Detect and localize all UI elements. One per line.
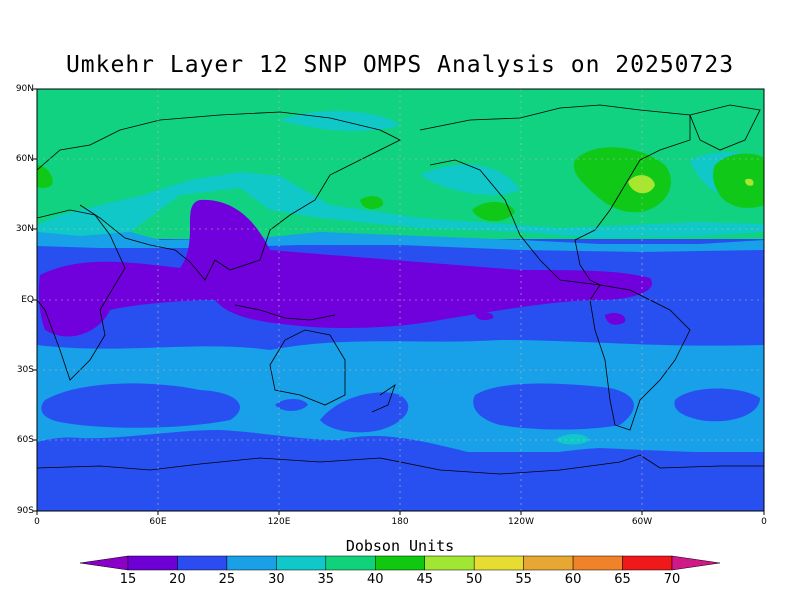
coast-eurasia — [37, 111, 401, 281]
colorbar-tick-label: 50 — [465, 572, 483, 587]
colorbar-tick-label: 40 — [366, 572, 384, 587]
colorbar-tick-label: 45 — [416, 572, 433, 587]
colorbar-tick-label: 20 — [169, 572, 186, 587]
colorbar-high-arrow — [671, 555, 721, 571]
lat-label-eq: EQ — [21, 295, 34, 305]
colorbar-swatch — [622, 555, 673, 571]
colorbar-tick-label: 70 — [663, 572, 681, 587]
colorbar-tick-label: 60 — [564, 572, 582, 587]
coast-south-america — [589, 284, 691, 431]
colorbar-swatch — [276, 555, 327, 571]
lon-label-180: 180 — [391, 517, 409, 527]
band-25-antarctic — [37, 452, 764, 511]
band-45-c — [573, 147, 671, 213]
colorbar-tick-label: 25 — [218, 572, 236, 587]
band-25-south-c — [473, 383, 634, 430]
band-25-south-e — [275, 398, 308, 411]
lat-label-30n: 30N — [15, 224, 34, 234]
coast-australia — [269, 329, 346, 406]
band-25-south-b — [320, 392, 409, 433]
colorbar-swatch — [424, 555, 475, 571]
band-25-south-a — [41, 383, 241, 428]
ticks — [33, 88, 765, 515]
band-50-b — [745, 178, 754, 186]
colorbar-swatch — [523, 555, 574, 571]
band-45-b — [472, 201, 515, 222]
coastlines — [37, 104, 764, 475]
band-45-e — [37, 165, 53, 189]
lat-label-60s: 60S — [16, 435, 34, 445]
lat-label-30s: 30S — [16, 365, 34, 375]
lat-label-60n: 60N — [15, 154, 34, 164]
colorbar-swatch — [226, 555, 277, 571]
coast-antarctica — [37, 454, 764, 475]
colorbar-tick-label: 30 — [268, 572, 285, 587]
lat-label-90n: 90N — [15, 84, 34, 94]
colorbar-tick-label: 65 — [614, 572, 631, 587]
band-35-north — [37, 172, 764, 238]
contour-fields — [37, 89, 764, 511]
lon-label-60e: 60E — [149, 517, 167, 527]
band-20-tropics — [38, 199, 652, 337]
lon-label-120e: 120E — [267, 517, 291, 527]
colorbar-swatch — [325, 555, 376, 571]
colorbar-tick-label: 35 — [317, 572, 335, 587]
band-25-south-d — [674, 388, 760, 422]
lon-label-120w: 120W — [507, 517, 535, 527]
colorbar-swatch — [177, 555, 228, 571]
coast-africa — [37, 209, 126, 381]
colorbar-swatch — [473, 555, 524, 571]
colorbar-swatch — [572, 555, 623, 571]
band-20-spot2 — [475, 312, 494, 321]
band-45-a — [360, 196, 384, 210]
band-45-d — [713, 153, 764, 208]
colorbar-swatch — [375, 555, 425, 571]
coast-greenland — [689, 104, 761, 151]
grid — [37, 89, 764, 511]
coast-indonesia — [234, 304, 336, 321]
colorbar — [79, 555, 721, 571]
lon-label-0: 0 — [34, 517, 40, 527]
lon-label-60w: 60W — [631, 517, 653, 527]
colorbar-low-arrow — [79, 555, 129, 571]
coast-nz — [371, 384, 396, 413]
lat-label-90s: 90S — [16, 506, 34, 516]
colorbar-swatch — [127, 555, 178, 571]
band-35-south — [555, 434, 590, 445]
lon-label-0-east: 0 — [761, 517, 767, 527]
colorbar-title: Dobson Units — [345, 537, 455, 555]
band-50-a — [628, 175, 655, 194]
map-title: Umkehr Layer 12 SNP OMPS Analysis on 202… — [65, 52, 735, 78]
band-20-spot — [605, 312, 626, 325]
colorbar-tick-label: 15 — [119, 572, 137, 587]
colorbar-tick-label: 55 — [515, 572, 532, 587]
